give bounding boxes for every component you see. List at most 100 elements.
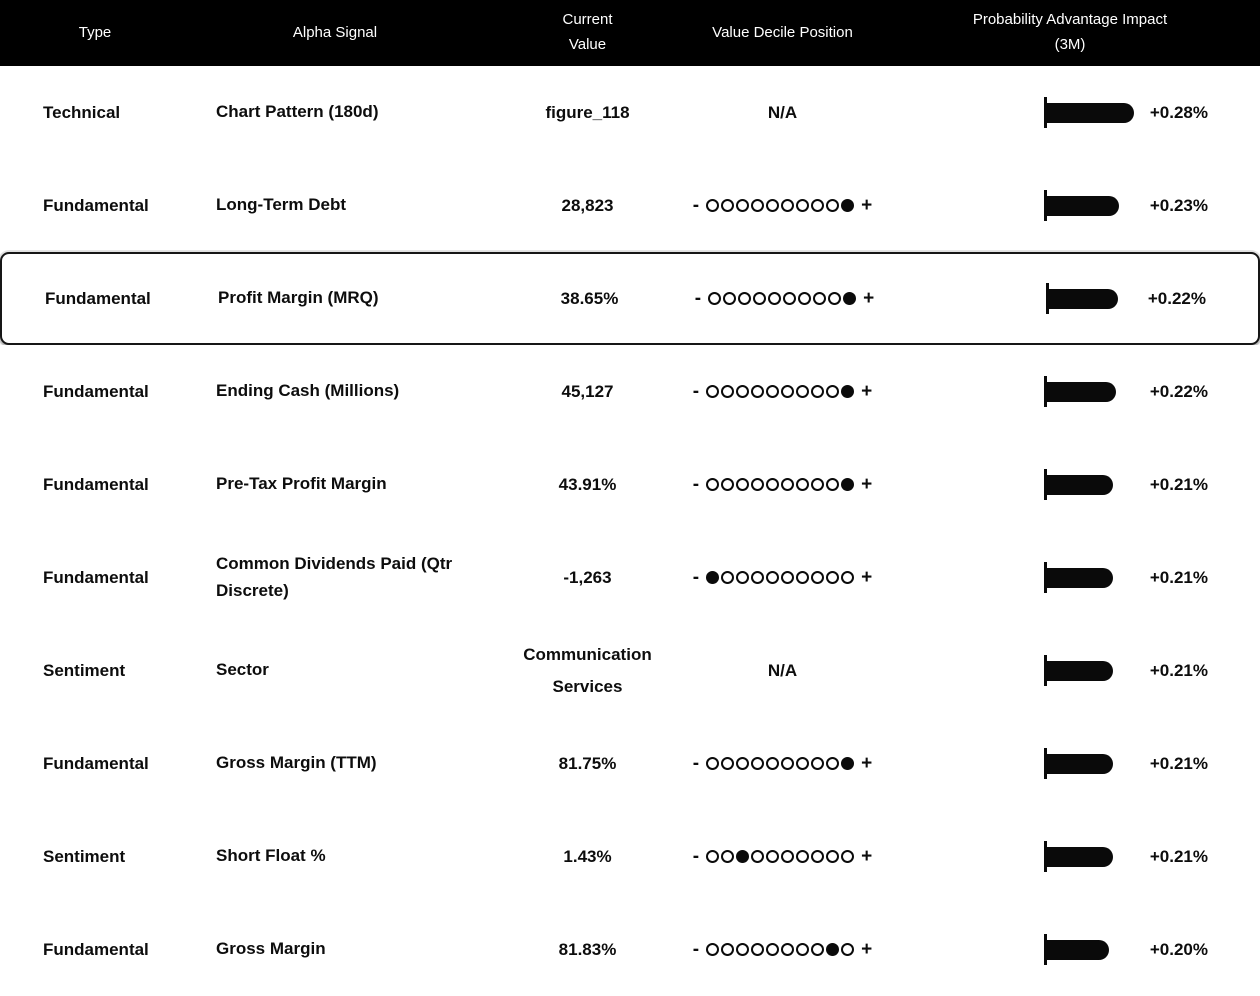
decile-dot [766, 478, 780, 491]
decile-dots [706, 478, 855, 491]
header-cell-type: Type [78, 23, 112, 41]
table-row[interactable]: Fundamental Gross Margin 81.83% - + +0.20… [0, 903, 1260, 996]
decile-dot [768, 292, 782, 305]
signal-cell: Gross Margin (TTM) [216, 753, 377, 773]
decile-dot [811, 478, 825, 491]
impact-bar-fill [1047, 102, 1135, 123]
type-cell: Sentiment [43, 660, 126, 680]
table-row[interactable]: Sentiment Sector Communication Services … [0, 624, 1260, 717]
decile-plus-button[interactable]: + [863, 288, 875, 309]
decile-dot [811, 757, 825, 770]
type-cell: Fundamental [43, 381, 149, 401]
type-cell: Sentiment [43, 846, 126, 866]
decile-dot [826, 385, 840, 398]
impact-label: +0.21% [1149, 567, 1208, 587]
decile-dot [766, 199, 780, 212]
decile-dot [736, 571, 750, 584]
decile-cell: - + [693, 940, 872, 959]
decile-dot [783, 292, 797, 305]
decile-dots [706, 385, 855, 398]
value-cell: 28,823 [561, 195, 614, 215]
decile-cell: - + [693, 196, 872, 215]
decile-minus-button[interactable]: - [694, 288, 702, 309]
decile-minus-button[interactable]: - [692, 753, 700, 774]
impact-bar-fill [1047, 195, 1119, 216]
signal-cell: Short Float % [216, 846, 326, 866]
decile-minus-button[interactable]: - [692, 474, 700, 495]
decile-dot-filled [841, 199, 855, 212]
impact-cell: +0.22% [872, 283, 1258, 314]
signal-cell: Ending Cash (Millions) [216, 381, 400, 401]
decile-plus-button[interactable]: + [861, 567, 873, 588]
table-row[interactable]: Fundamental Ending Cash (Millions) 45,12… [0, 345, 1260, 438]
impact-bar [1044, 562, 1150, 593]
decile-dot [781, 478, 795, 491]
decile-dot [766, 850, 780, 863]
table-row[interactable]: Fundamental Common Dividends Paid (Qtr D… [0, 531, 1260, 624]
decile-dot [781, 571, 795, 584]
decile-dot [721, 199, 735, 212]
decile-dot [826, 199, 840, 212]
decile-plus-button[interactable]: + [861, 939, 873, 960]
decile-dot [766, 757, 780, 770]
decile-dot [796, 571, 810, 584]
decile-dot [736, 385, 750, 398]
decile-minus-button[interactable]: - [692, 939, 700, 960]
decile-cell: - + [693, 754, 872, 773]
decile-dot [796, 757, 810, 770]
impact-cell: +0.23% [870, 190, 1260, 221]
table-row[interactable]: Fundamental Long-Term Debt 28,823 - + +0.… [0, 159, 1260, 252]
type-cell: Technical [43, 102, 121, 122]
decile-dot-filled [841, 385, 855, 398]
impact-bar-baseline-tick [1044, 748, 1047, 779]
impact-bar-fill [1047, 381, 1116, 402]
impact-bar [1044, 748, 1150, 779]
decile-dot [736, 199, 750, 212]
table-row[interactable]: Fundamental Gross Margin (TTM) 81.75% - +… [0, 717, 1260, 810]
decile-minus-button[interactable]: - [692, 567, 700, 588]
value-cell: Communication Services [523, 645, 652, 696]
decile-dots [706, 943, 855, 956]
impact-bar-baseline-tick [1044, 97, 1047, 128]
signal-cell: Pre-Tax Profit Margin [216, 474, 387, 494]
decile-dot [781, 385, 795, 398]
decile-dot [781, 757, 795, 770]
decile-dot [841, 850, 855, 863]
decile-minus-button[interactable]: - [692, 846, 700, 867]
type-cell: Fundamental [45, 288, 151, 308]
signal-cell: Chart Pattern (180d) [216, 102, 379, 122]
value-cell: figure_118 [545, 102, 630, 122]
impact-bar [1046, 283, 1148, 314]
decile-dot [811, 571, 825, 584]
value-cell: 1.43% [563, 846, 612, 866]
impact-bar-fill [1047, 753, 1113, 774]
decile-dots [706, 199, 855, 212]
decile-minus-button[interactable]: - [692, 195, 700, 216]
decile-dots [708, 292, 857, 305]
decile-cell: - + [693, 382, 872, 401]
decile-plus-button[interactable]: + [861, 195, 873, 216]
decile-cell: N/A [695, 103, 870, 123]
decile-dot [736, 757, 750, 770]
impact-bar-baseline-tick [1044, 655, 1047, 686]
decile-plus-button[interactable]: + [861, 381, 873, 402]
decile-dot [751, 199, 765, 212]
impact-cell: +0.21% [870, 655, 1260, 686]
decile-dot [798, 292, 812, 305]
table-row[interactable]: Sentiment Short Float % 1.43% - + +0.21% [0, 810, 1260, 903]
table-row[interactable]: Fundamental Profit Margin (MRQ) 38.65% -… [0, 252, 1260, 345]
impact-label: +0.21% [1149, 660, 1208, 680]
decile-dot [781, 199, 795, 212]
decile-plus-button[interactable]: + [861, 753, 873, 774]
decile-plus-button[interactable]: + [861, 846, 873, 867]
header-cell-impact: Probability Advantage Impact (3M) [972, 11, 1168, 53]
table-row[interactable]: Fundamental Pre-Tax Profit Margin 43.91%… [0, 438, 1260, 531]
decile-dot [781, 943, 795, 956]
decile-plus-button[interactable]: + [861, 474, 873, 495]
impact-cell: +0.20% [870, 934, 1260, 965]
decile-minus-button[interactable]: - [692, 381, 700, 402]
impact-bar-baseline-tick [1044, 562, 1047, 593]
impact-cell: +0.21% [870, 841, 1260, 872]
table-row[interactable]: Technical Chart Pattern (180d) figure_11… [0, 66, 1260, 159]
